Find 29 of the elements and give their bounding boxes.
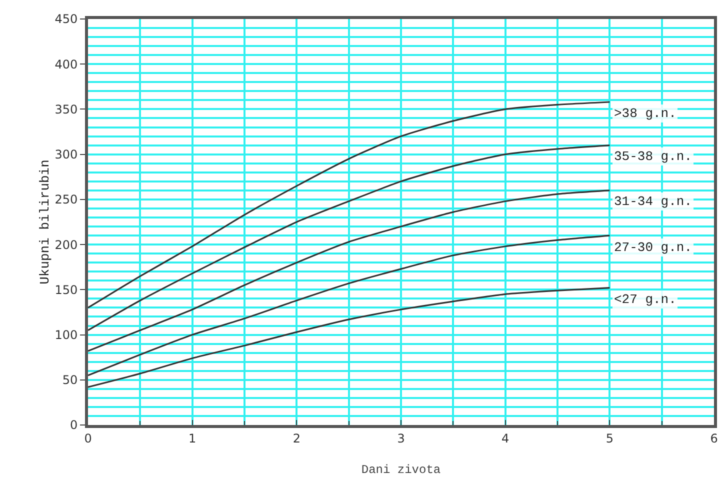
series-label: >38 g.n. (614, 106, 676, 121)
line-series (88, 101, 610, 309)
x-tick-label: 1 (188, 431, 196, 446)
x-tick-label: 6 (710, 431, 718, 446)
series-label: 31-34 g.n. (614, 194, 692, 209)
line-series (88, 287, 610, 388)
y-tick-label: 400 (54, 57, 78, 72)
x-tick-label: 5 (606, 431, 614, 446)
series-label: <27 g.n. (614, 292, 676, 307)
series-label: 27-30 g.n. (614, 240, 692, 255)
x-tick-label: 3 (397, 431, 405, 446)
y-tick-label: 350 (54, 102, 78, 116)
y-axis-title: Ukupni bilirubin (38, 160, 53, 284)
y-tick-label: 50 (62, 373, 78, 388)
y-tick-label: 200 (54, 238, 78, 252)
x-tick-label: 2 (292, 431, 300, 446)
x-tick-label: 0 (84, 431, 92, 446)
y-tick-label: 150 (54, 282, 78, 297)
line-series (88, 190, 610, 352)
y-tick-label: 100 (54, 328, 78, 342)
line-series (88, 144, 610, 332)
y-tick-label: 300 (54, 148, 78, 162)
y-tick-label: 250 (54, 192, 78, 207)
x-axis-title: Dani zivota (361, 463, 441, 477)
x-tick-label: 4 (502, 431, 510, 446)
line-series (88, 234, 610, 376)
series-label: 35-38 g.n. (614, 149, 692, 164)
y-tick-label: 450 (54, 12, 78, 26)
y-tick-label: 0 (70, 418, 78, 432)
